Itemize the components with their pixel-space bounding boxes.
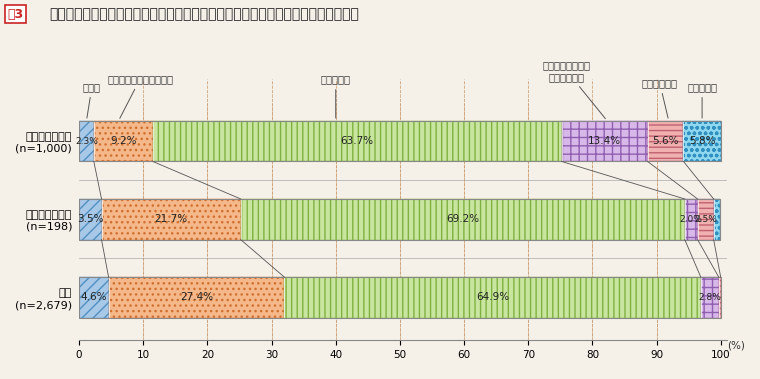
Bar: [79, 277, 109, 318]
Bar: [79, 121, 93, 161]
Text: 分からない: 分からない: [687, 82, 717, 118]
Text: 2.8%: 2.8%: [698, 293, 721, 302]
Bar: [109, 277, 284, 318]
Text: どちらかと言えば
緩やかである: どちらかと言えば 緩やかである: [543, 60, 606, 119]
Bar: [153, 121, 562, 161]
Bar: [102, 199, 241, 240]
Bar: [648, 121, 683, 161]
Text: 2.0%: 2.0%: [679, 215, 703, 224]
Text: 63.7%: 63.7%: [340, 136, 374, 146]
Text: 64.9%: 64.9%: [476, 293, 509, 302]
Text: 2.3%: 2.3%: [75, 137, 98, 146]
Bar: [93, 121, 153, 161]
Bar: [701, 277, 719, 318]
Bar: [719, 277, 720, 318]
Bar: [562, 121, 648, 161]
Text: 図3: 図3: [8, 8, 24, 20]
Text: 4.6%: 4.6%: [81, 293, 107, 302]
Text: 13.4%: 13.4%: [588, 136, 621, 146]
Bar: [683, 121, 720, 161]
Bar: [79, 199, 102, 240]
Text: 厳しい: 厳しい: [83, 82, 101, 118]
Bar: [79, 199, 720, 240]
Text: 9.2%: 9.2%: [110, 136, 137, 146]
Text: 69.2%: 69.2%: [446, 214, 480, 224]
Text: 妥当である: 妥当である: [321, 74, 350, 118]
Text: どちらかと言えば厳しい: どちらかと言えば厳しい: [107, 74, 173, 118]
Text: 3.5%: 3.5%: [77, 214, 103, 224]
Bar: [714, 199, 720, 240]
Text: 21.7%: 21.7%: [154, 214, 188, 224]
Bar: [241, 199, 685, 240]
Text: 5.8%: 5.8%: [689, 136, 715, 146]
Text: 2.5%: 2.5%: [694, 215, 717, 224]
Bar: [698, 199, 714, 240]
Bar: [284, 277, 701, 318]
Bar: [79, 277, 720, 318]
Text: (%): (%): [727, 340, 745, 351]
Bar: [685, 199, 698, 240]
Text: 緩やかである: 緩やかである: [641, 78, 678, 118]
Text: 倫理規程で定められている行為規制の内容全般について、どのように思いますか。: 倫理規程で定められている行為規制の内容全般について、どのように思いますか。: [49, 8, 359, 22]
Bar: [79, 121, 720, 161]
Text: 27.4%: 27.4%: [180, 293, 213, 302]
Text: 5.6%: 5.6%: [652, 136, 679, 146]
